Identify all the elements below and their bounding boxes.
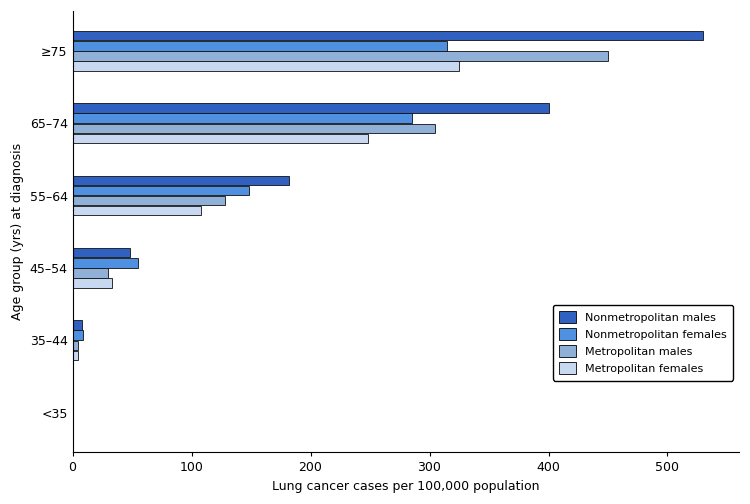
- Bar: [73, 103, 548, 113]
- Bar: [73, 351, 79, 360]
- X-axis label: Lung cancer cases per 100,000 population: Lung cancer cases per 100,000 population: [272, 480, 539, 493]
- Bar: [73, 278, 112, 288]
- Bar: [73, 321, 82, 330]
- Bar: [73, 248, 130, 258]
- Bar: [73, 61, 459, 71]
- Bar: [73, 268, 108, 278]
- Bar: [73, 206, 201, 215]
- Y-axis label: Age group (yrs) at diagnosis: Age group (yrs) at diagnosis: [11, 143, 24, 320]
- Legend: Nonmetropolitan males, Nonmetropolitan females, Metropolitan males, Metropolitan: Nonmetropolitan males, Nonmetropolitan f…: [553, 305, 734, 381]
- Bar: [73, 51, 608, 60]
- Bar: [73, 258, 138, 268]
- Bar: [73, 176, 289, 185]
- Bar: [73, 113, 412, 123]
- Bar: [73, 331, 83, 340]
- Bar: [73, 196, 225, 205]
- Bar: [73, 134, 368, 143]
- Bar: [73, 186, 249, 195]
- Bar: [73, 341, 79, 350]
- Bar: [73, 123, 436, 133]
- Bar: [73, 41, 447, 50]
- Bar: [73, 31, 704, 40]
